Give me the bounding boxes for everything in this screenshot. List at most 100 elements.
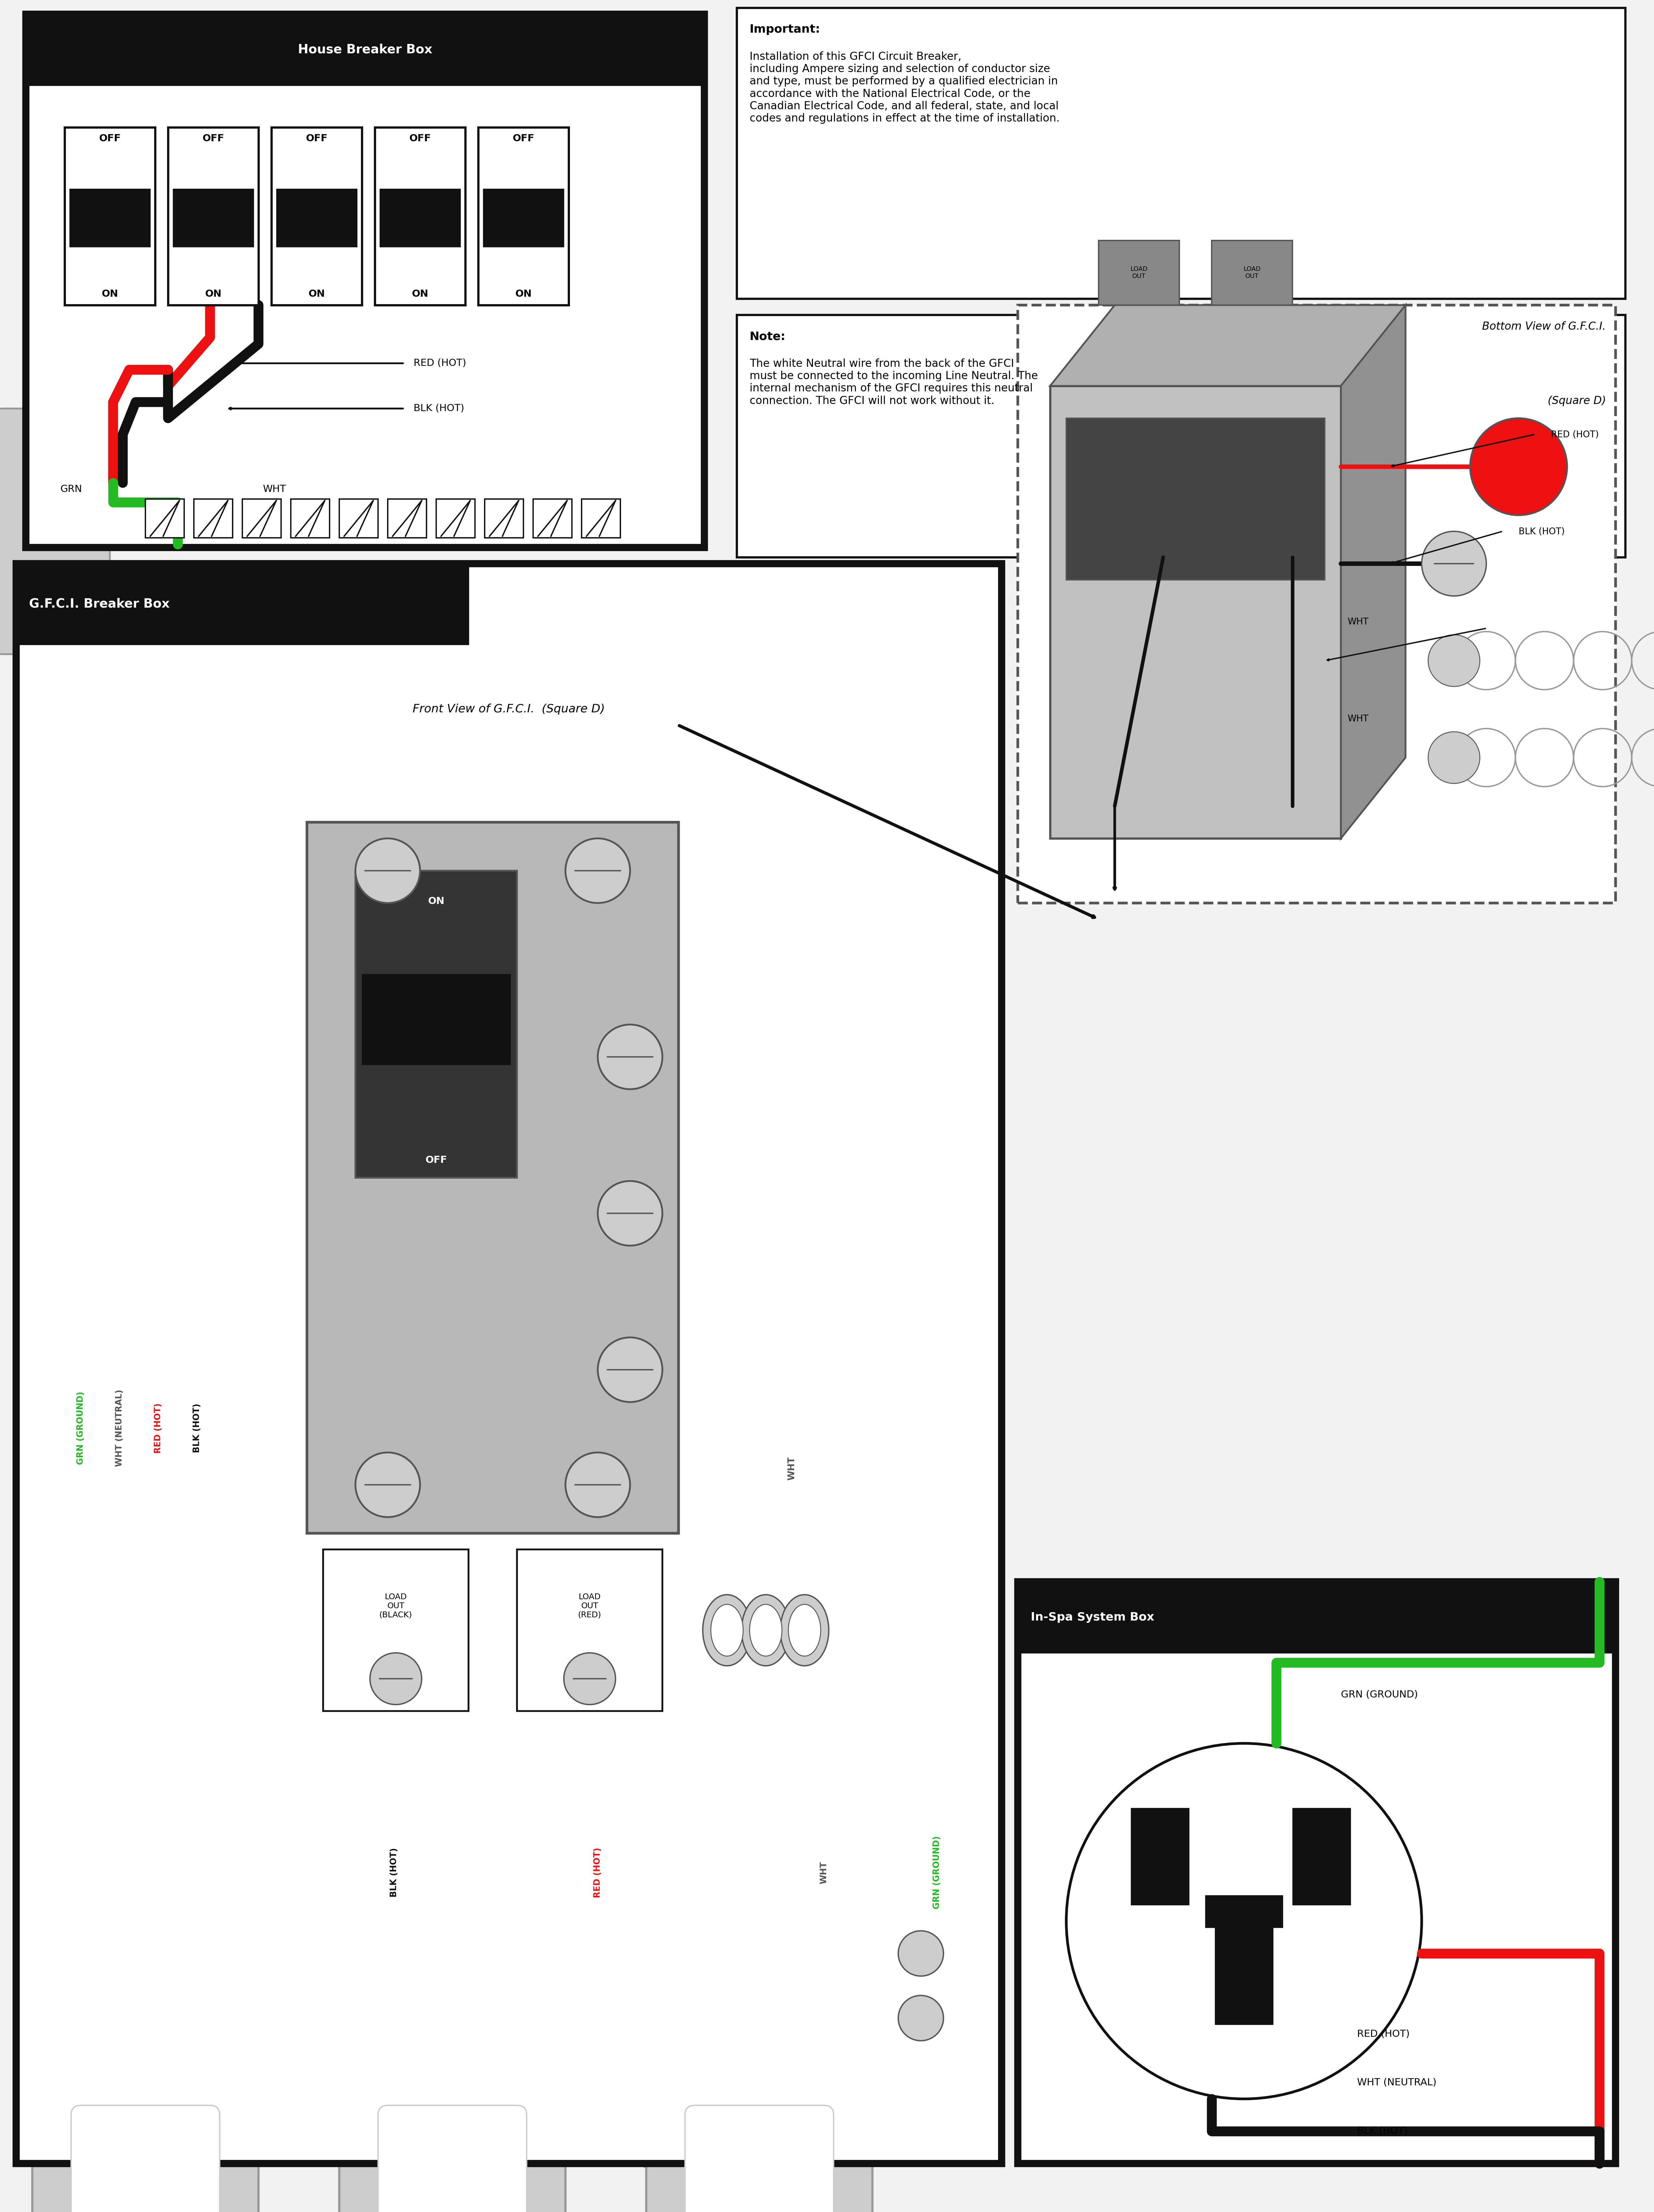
- Bar: [356, 872, 518, 1177]
- Text: BLK (HOT): BLK (HOT): [1518, 526, 1565, 535]
- Polygon shape: [1050, 305, 1406, 385]
- Text: RED (HOT): RED (HOT): [594, 1847, 602, 1898]
- Bar: [736, 314, 1626, 557]
- Text: RED (HOT): RED (HOT): [1551, 429, 1599, 438]
- Bar: [1212, 241, 1292, 305]
- Text: Bottom View of G.F.C.I.: Bottom View of G.F.C.I.: [1482, 321, 1606, 332]
- Bar: [1017, 1582, 1616, 1652]
- Bar: [0, 482, 98, 613]
- Text: WHT: WHT: [820, 1863, 829, 1885]
- Bar: [362, 973, 511, 1064]
- Bar: [518, 1548, 662, 1712]
- Bar: [243, 500, 281, 538]
- Circle shape: [597, 1338, 662, 1402]
- Bar: [1131, 1807, 1189, 1905]
- Ellipse shape: [703, 1595, 751, 1666]
- Text: RED (HOT): RED (HOT): [413, 358, 466, 367]
- Text: RED (HOT): RED (HOT): [154, 1402, 162, 1453]
- FancyBboxPatch shape: [685, 2106, 834, 2212]
- Text: BLK (HOT): BLK (HOT): [390, 1847, 399, 1898]
- Bar: [174, 188, 253, 248]
- Text: BLK (HOT): BLK (HOT): [194, 1405, 202, 1453]
- Bar: [276, 188, 357, 248]
- Text: LOAD
OUT: LOAD OUT: [1130, 265, 1148, 279]
- Text: House Breaker Box: House Breaker Box: [298, 44, 432, 55]
- Text: RED (HOT): RED (HOT): [1356, 2031, 1409, 2039]
- Text: LOAD
OUT
(BLACK): LOAD OUT (BLACK): [379, 1593, 412, 1619]
- Text: Front View of G.F.C.I.  (Square D): Front View of G.F.C.I. (Square D): [413, 703, 605, 714]
- Bar: [169, 128, 258, 305]
- Bar: [1067, 418, 1325, 580]
- Text: G.F.C.I. Breaker Box: G.F.C.I. Breaker Box: [30, 597, 170, 611]
- Text: WHT: WHT: [787, 1458, 796, 1480]
- Bar: [291, 500, 329, 538]
- Circle shape: [898, 1995, 943, 2042]
- Bar: [65, 128, 155, 305]
- Circle shape: [564, 1652, 615, 1705]
- Text: OFF: OFF: [513, 133, 534, 144]
- Bar: [1098, 241, 1179, 305]
- Bar: [1292, 1807, 1351, 1905]
- Circle shape: [566, 1453, 630, 1517]
- Bar: [146, 500, 184, 538]
- Bar: [17, 564, 468, 644]
- Ellipse shape: [711, 1604, 743, 1657]
- Text: WHT (NEUTRAL): WHT (NEUTRAL): [1356, 2077, 1436, 2088]
- Text: WHT: WHT: [1348, 714, 1368, 723]
- Bar: [380, 188, 460, 248]
- Ellipse shape: [741, 1595, 791, 1666]
- Bar: [26, 13, 705, 86]
- Text: WHT: WHT: [263, 484, 286, 493]
- Text: OFF: OFF: [425, 1155, 447, 1166]
- Bar: [69, 188, 151, 248]
- Text: Important:: Important:: [749, 24, 820, 35]
- Text: ON: ON: [101, 290, 117, 299]
- FancyBboxPatch shape: [647, 2099, 872, 2212]
- Bar: [17, 564, 1002, 2163]
- Circle shape: [370, 1652, 422, 1705]
- Bar: [736, 9, 1626, 299]
- FancyBboxPatch shape: [339, 2099, 566, 2212]
- Text: GRN (GROUND): GRN (GROUND): [1341, 1690, 1417, 1699]
- Bar: [308, 823, 678, 1533]
- Text: WHT: WHT: [1348, 617, 1368, 626]
- Text: OFF: OFF: [99, 133, 121, 144]
- Text: BLK (HOT): BLK (HOT): [1356, 2126, 1408, 2137]
- Text: BLK (HOT): BLK (HOT): [413, 405, 465, 414]
- FancyBboxPatch shape: [71, 2106, 220, 2212]
- Text: ON: ON: [205, 290, 222, 299]
- Circle shape: [597, 1181, 662, 1245]
- Text: In-Spa System Box: In-Spa System Box: [1030, 1613, 1154, 1624]
- FancyBboxPatch shape: [0, 409, 109, 655]
- Circle shape: [1427, 635, 1480, 686]
- Bar: [478, 128, 569, 305]
- Circle shape: [566, 838, 630, 902]
- Text: LOAD
OUT: LOAD OUT: [1244, 265, 1260, 279]
- Bar: [1216, 1911, 1274, 2024]
- Circle shape: [597, 1024, 662, 1088]
- FancyBboxPatch shape: [379, 2106, 526, 2212]
- Polygon shape: [1341, 305, 1406, 838]
- Ellipse shape: [749, 1604, 782, 1657]
- Bar: [323, 1548, 468, 1712]
- Circle shape: [356, 838, 420, 902]
- Text: Note:: Note:: [749, 332, 786, 343]
- Text: LOAD
OUT
(RED): LOAD OUT (RED): [577, 1593, 602, 1619]
- Text: Installation of this GFCI Circuit Breaker,
including Ampere sizing and selection: Installation of this GFCI Circuit Breake…: [749, 51, 1060, 124]
- Circle shape: [1427, 732, 1480, 783]
- Circle shape: [1422, 531, 1487, 595]
- Bar: [387, 500, 427, 538]
- Text: ON: ON: [412, 290, 428, 299]
- Text: GRN (GROUND): GRN (GROUND): [933, 1836, 941, 1909]
- Bar: [533, 500, 572, 538]
- Text: (Square D): (Square D): [1548, 396, 1606, 407]
- Bar: [26, 13, 705, 549]
- Bar: [1050, 385, 1341, 838]
- Ellipse shape: [781, 1595, 829, 1666]
- Circle shape: [356, 1453, 420, 1517]
- Bar: [483, 188, 564, 248]
- Circle shape: [1470, 418, 1566, 515]
- Ellipse shape: [789, 1604, 820, 1657]
- Bar: [375, 128, 465, 305]
- Circle shape: [898, 1931, 943, 1975]
